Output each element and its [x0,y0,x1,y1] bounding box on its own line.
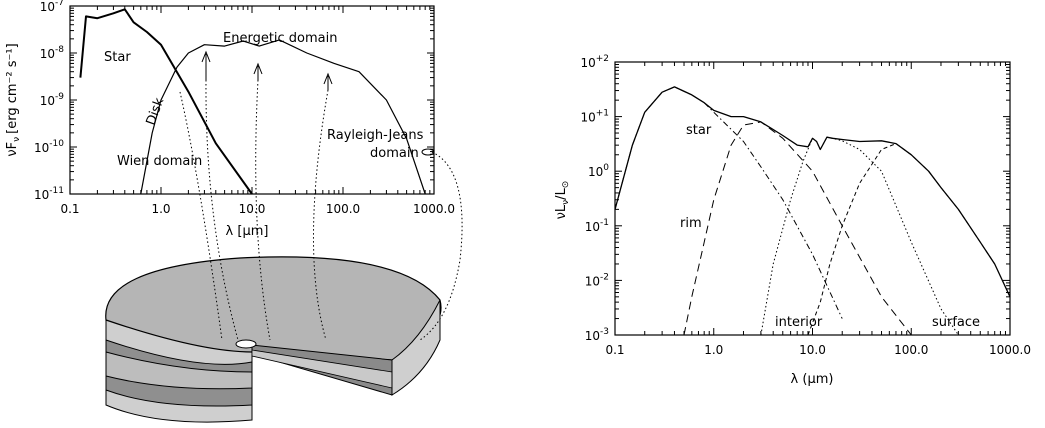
arrow-3 [323,72,333,90]
x-tick-label: 0.1 [605,343,624,357]
annotation-rj-domain: domain [370,146,419,161]
x-tick-label: 10.0 [799,343,826,357]
y-tick-label: 10-2 [585,272,609,288]
annotation-interior: interior [775,315,823,330]
left-x-axis-label: λ [μm] [226,224,269,239]
series-line-0 [614,86,1011,298]
connector-4 [419,151,463,341]
arrow-2 [253,62,263,80]
annotation-energetic-domain: Energetic domain [223,31,338,46]
annotation-star-right: star [686,123,712,138]
right-y-axis-label: νLν/L⊙ [554,181,571,220]
series-line-2 [683,121,912,336]
x-tick-label: 100.0 [326,202,360,216]
series-line-1 [614,86,843,319]
connector-2 [255,79,271,341]
annotation-wien-domain: Wien domain [117,154,202,169]
y-tick-label: 10-8 [40,45,65,61]
x-tick-label: 1.0 [704,343,723,357]
disk-right-edge [391,299,441,396]
left-series [79,8,426,195]
x-tick-label: 1000.0 [989,343,1031,357]
connector-5 [179,91,223,341]
right-x-ticks: 0.1 1.0 10.0 100.0 1000.0 [605,62,1031,357]
left-y-axis-label: νFν[erg cm⁻² s⁻¹] [5,43,22,156]
right-series [614,86,1011,336]
x-tick-label: 100.0 [894,343,928,357]
x-tick-label: 1000.0 [413,202,455,216]
y-tick-label: 10-3 [585,327,609,343]
left-x-ticks: 0.1 1.0 10.0 100.0 1000.0 [60,6,455,216]
right-y-ticks: 10+2 10+1 100 10-1 10-2 10-3 [580,54,1010,343]
x-tick-label: 10.0 [239,202,266,216]
central-star-hole [235,339,257,349]
annotation-disk: Disk [144,96,168,128]
y-tick-label: 10+2 [580,54,609,70]
sed-chart-left: 0.1 1.0 10.0 100.0 1000.0 10-710-810-910-101… [5,0,455,239]
right-plot-frame [614,61,1011,336]
series-line-3 [760,136,959,336]
annotation-rim: rim [680,216,702,231]
left-y-ticks: 10-7 10-8 10-9 10-10 10-11 [34,0,434,202]
sed-chart-right: 0.1 1.0 10.0 100.0 1000.0 10+2 10+1 100 10-1 10-… [554,54,1031,387]
x-tick-label: 0.1 [60,202,79,216]
disk-band-inner [105,351,253,390]
y-tick-label: 100 [588,163,609,179]
y-tick-label: 10-11 [34,186,64,202]
disk-top-surface [105,256,442,361]
y-tick-label: 10-7 [40,0,64,14]
arrow-rj-tip [421,148,435,156]
x-tick-label: 1.0 [151,202,170,216]
arrow-1 [201,50,211,80]
y-tick-label: 10+1 [580,109,609,125]
region-connectors [179,79,463,341]
series-line-0 [79,8,253,195]
y-tick-label: 10-1 [585,218,609,234]
annotation-star: Star [104,50,131,65]
y-tick-label: 10-10 [34,139,64,155]
disk-illustration [105,79,463,423]
y-tick-label: 10-9 [40,92,65,108]
annotation-rayleigh-jeans: Rayleigh-Jeans [327,128,424,143]
annotation-surface: surface [932,315,980,330]
domain-arrows [201,50,435,156]
series-line-1 [140,39,426,195]
right-x-axis-label: λ (μm) [791,372,834,387]
